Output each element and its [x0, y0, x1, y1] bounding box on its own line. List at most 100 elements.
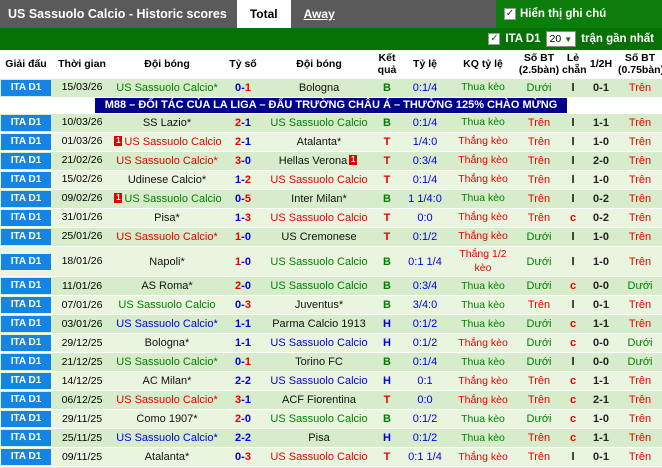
league-cell: ITA D1 — [0, 352, 52, 373]
league-badge[interactable]: ITA D1 — [1, 253, 51, 270]
odd-even-result: c — [562, 208, 584, 229]
handicap-odds: 0:1/2 — [400, 227, 450, 248]
home-team-name[interactable]: US Sassuolo Calcio* — [116, 432, 218, 445]
home-team-name[interactable]: US Sassuolo Calcio* — [116, 81, 218, 94]
league-badge[interactable]: ITA D1 — [1, 297, 51, 314]
league-badge[interactable]: ITA D1 — [1, 392, 51, 409]
home-team-name[interactable]: US Sassuolo Calcio* — [116, 394, 218, 407]
ou25-result: Trên — [516, 151, 562, 172]
league-badge[interactable]: ITA D1 — [1, 335, 51, 352]
away-team-name[interactable]: Atalanta* — [296, 135, 342, 148]
show-notes-checkbox[interactable]: ✓ — [504, 8, 516, 20]
handicap-result: Thua kèo — [450, 314, 516, 335]
away-team-name[interactable]: Parma Calcio 1913 — [272, 318, 366, 331]
league-badge[interactable]: ITA D1 — [1, 191, 51, 208]
league-badge[interactable]: ITA D1 — [1, 373, 51, 390]
home-team-name[interactable]: Bologna* — [144, 337, 190, 350]
home-team-name[interactable]: US Sassuolo Calcio* — [116, 230, 218, 243]
league-badge[interactable]: ITA D1 — [1, 430, 51, 447]
score-cell: 2-0 — [222, 409, 264, 430]
away-team-name[interactable]: US Sassuolo Calcio — [270, 116, 368, 129]
score-dash: - — [241, 255, 245, 268]
away-team-name[interactable]: Pisa — [308, 432, 330, 445]
score-dash: - — [241, 375, 245, 388]
half-time-score: 0-1 — [584, 295, 618, 316]
score-dash: - — [241, 432, 245, 445]
away-team-cell: Inter Milan* — [264, 189, 374, 210]
home-team-name[interactable]: US Sassuolo Calcio — [124, 135, 222, 148]
away-team-name[interactable]: US Sassuolo Calcio — [270, 280, 368, 293]
league-badge[interactable]: ITA D1 — [1, 354, 51, 371]
league-badge[interactable]: ITA D1 — [1, 115, 51, 132]
league-badge[interactable]: ITA D1 — [1, 449, 51, 466]
league-filter-checkbox[interactable]: ✓ — [488, 33, 501, 45]
away-team-name[interactable]: US Sassuolo Calcio — [270, 413, 368, 426]
away-team-name[interactable]: Inter Milan* — [291, 192, 347, 205]
league-badge[interactable]: ITA D1 — [1, 153, 51, 170]
title-bar-spacer — [348, 0, 496, 28]
away-team-name[interactable]: Torino FC — [295, 356, 343, 369]
home-team-name[interactable]: Atalanta* — [144, 451, 190, 464]
away-team-name[interactable]: US Sassuolo Calcio — [270, 451, 368, 464]
home-team-name[interactable]: Como 1907* — [136, 413, 198, 426]
odd-even-result: c — [562, 409, 584, 430]
away-team-name[interactable]: US Sassuolo Calcio — [270, 173, 368, 186]
home-goals: 3 — [235, 394, 242, 407]
away-team-name[interactable]: Bologna — [298, 81, 340, 94]
tab-total[interactable]: Total — [236, 0, 291, 28]
league-badge[interactable]: ITA D1 — [1, 411, 51, 428]
home-team-cell: AC Milan* — [112, 371, 222, 392]
handicap-result: Thua kèo — [450, 466, 516, 468]
table-row: ITA D1 14/12/25 AC Milan* 2-2 US Sassuolo Ca… — [0, 371, 662, 392]
home-team-name[interactable]: AS Roma* — [141, 280, 193, 293]
away-team-name[interactable]: Juventus* — [294, 299, 344, 312]
home-team-name[interactable]: Napoli* — [149, 255, 185, 268]
table-row: ITA D1 21/12/25 US Sassuolo Calcio* 0-1 Tori… — [0, 352, 662, 373]
league-badge[interactable]: ITA D1 — [1, 229, 51, 246]
home-team-name[interactable]: US Sassuolo Calcio — [118, 299, 216, 312]
column-header-away-team: Đội bóng — [264, 50, 374, 80]
half-time-score: 1-0 — [584, 227, 618, 248]
table-row: ITA D1 21/02/26 US Sassuolo Calcio* 3-0 Hell… — [0, 151, 662, 172]
ou25-result: Dưới — [516, 409, 562, 430]
league-badge[interactable]: ITA D1 — [1, 278, 51, 295]
home-team-name[interactable]: AC Milan* — [142, 375, 192, 388]
away-team-name[interactable]: US Sassuolo Calcio — [270, 337, 368, 350]
column-header-odd-even: Lẻ chẵn — [562, 50, 587, 80]
result-letter: B — [374, 246, 400, 278]
home-team-name[interactable]: Udinese Calcio* — [127, 173, 207, 186]
away-team-name[interactable]: ACF Fiorentina — [282, 394, 356, 407]
away-team-name[interactable]: US Cremonese — [281, 230, 357, 243]
league-badge[interactable]: ITA D1 — [1, 210, 51, 227]
half-time-score: 1-0 — [584, 170, 618, 191]
score-cell: 2-1 — [222, 132, 264, 153]
home-team-cell: Napoli* — [112, 246, 222, 278]
home-team-name[interactable]: US Sassuolo Calcio — [124, 192, 222, 205]
league-badge[interactable]: ITA D1 — [1, 134, 51, 151]
league-badge[interactable]: ITA D1 — [1, 80, 51, 97]
odd-even-result: c — [562, 333, 584, 354]
league-badge[interactable]: ITA D1 — [1, 316, 51, 333]
home-team-name[interactable]: Pisa* — [154, 211, 180, 224]
tab-away[interactable]: Away — [303, 7, 335, 21]
home-team-name[interactable]: US Sassuolo Calcio* — [116, 154, 218, 167]
ad-banner[interactable]: M88 – ĐỐI TÁC CỦA LA LIGA – ĐẤU TRƯỜNG C… — [94, 98, 568, 114]
away-team-name[interactable]: US Sassuolo Calcio — [270, 255, 368, 268]
home-team-cell: Udinese Calcio* — [112, 170, 222, 191]
away-team-name[interactable]: US Sassuolo Calcio — [270, 211, 368, 224]
home-team-name[interactable]: US Sassuolo Calcio* — [116, 356, 218, 369]
handicap-result: Thắng kèo — [450, 208, 516, 229]
result-letter: B — [374, 79, 400, 99]
score-cell: 3-0 — [222, 151, 264, 172]
home-team-name[interactable]: SS Lazio* — [142, 116, 192, 129]
away-team-name[interactable]: Hellas Verona — [278, 154, 348, 167]
league-badge[interactable]: ITA D1 — [1, 172, 51, 189]
score-dash: - — [241, 154, 245, 167]
match-count-select[interactable]: 20 ▼ — [545, 31, 577, 47]
home-goals: 3 — [235, 154, 242, 167]
odd-even-result: c — [562, 276, 584, 297]
score-dash: - — [241, 394, 245, 407]
home-team-name[interactable]: US Sassuolo Calcio* — [116, 318, 218, 331]
home-team-cell: Como 1907* — [112, 409, 222, 430]
away-team-name[interactable]: US Sassuolo Calcio — [270, 375, 368, 388]
